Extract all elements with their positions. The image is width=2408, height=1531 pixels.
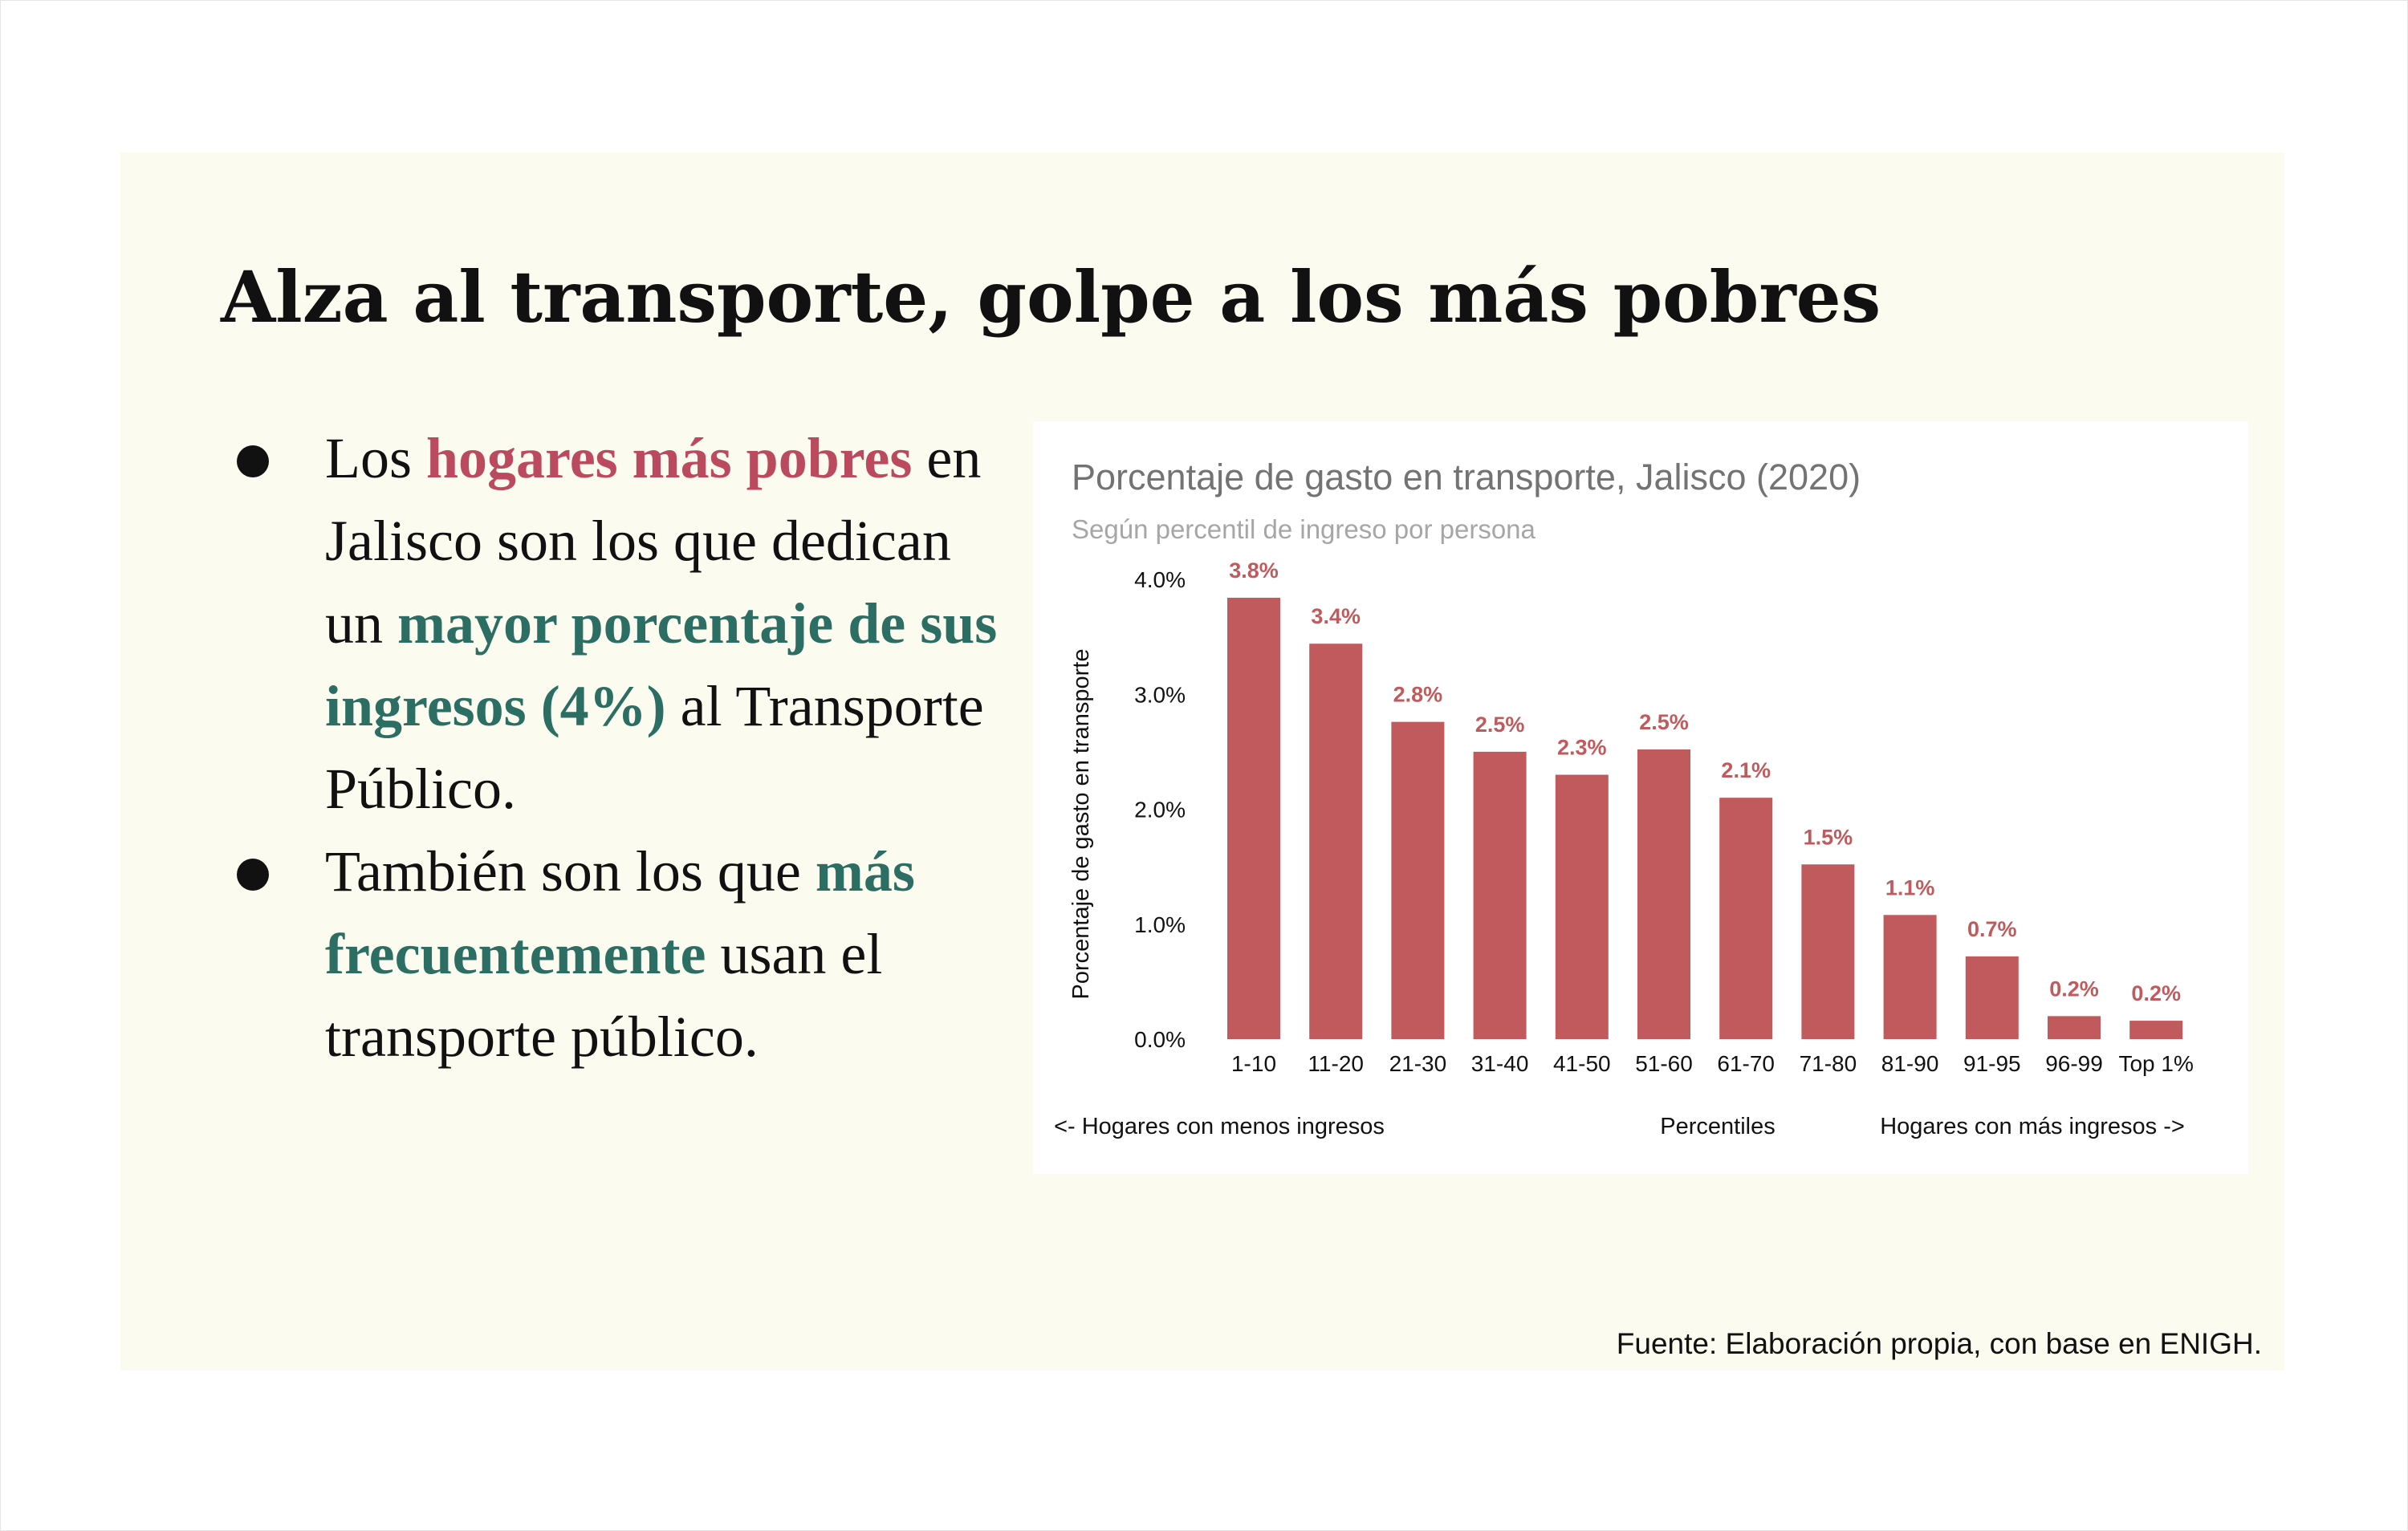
y-tick-label: 4.0% [1134, 567, 1186, 592]
value-label: 0.2% [2049, 977, 2099, 1001]
bullet-highlight-frequency: más frecuentemente [325, 839, 915, 986]
bullet-text-segment: También son los que [325, 839, 816, 904]
bullet-text-segment: al Transporte Público. [325, 674, 984, 821]
value-label: 0.7% [1967, 917, 2017, 941]
slide-title: Alza al transporte, golpe a los más pobr… [221, 255, 1881, 339]
y-tick-label: 1.0% [1134, 912, 1186, 937]
bar [2048, 1016, 2101, 1039]
x-tick-label: 96-99 [2045, 1051, 2103, 1076]
y-tick-label: 0.0% [1134, 1027, 1186, 1052]
bullet-highlight-percentage: mayor porcentaje de sus ingresos (4%) [325, 591, 998, 738]
bullet-item: Los hogares más pobres en Jalisco son lo… [237, 417, 1007, 830]
bar [1227, 597, 1280, 1039]
value-label: 2.5% [1639, 710, 1689, 734]
y-tick-label: 3.0% [1134, 682, 1186, 707]
y-tick-label: 2.0% [1134, 798, 1186, 822]
x-tick-label: Top 1% [2118, 1051, 2193, 1076]
bar [1637, 749, 1690, 1039]
bar [1391, 721, 1445, 1039]
y-axis-label: Porcentaje de gasto en transporte [1068, 649, 1094, 1000]
bullet-text-segment: Los [325, 426, 426, 490]
bar [1309, 644, 1363, 1039]
bar [1473, 751, 1527, 1039]
x-axis-label: Percentiles [1660, 1114, 1775, 1139]
bar [1965, 956, 2019, 1039]
x-tick-label: 41-50 [1553, 1051, 1611, 1076]
value-label: 3.4% [1311, 604, 1361, 628]
bar [2129, 1021, 2183, 1039]
x-tick-label: 1-10 [1231, 1051, 1276, 1076]
x-tick-label: 91-95 [1963, 1051, 2021, 1076]
source-note: Fuente: Elaboración propia, con base en … [1616, 1327, 2262, 1360]
bullet-highlight-poorest: hogares más pobres [426, 426, 913, 490]
x-annotation-right: Hogares con más ingresos -> [1880, 1114, 2185, 1139]
x-annotation-left: <- Hogares con menos ingresos [1054, 1114, 1385, 1139]
value-label: 2.1% [1721, 758, 1771, 782]
bullet-text-segment: usan el transporte público. [325, 922, 883, 1069]
x-tick-label: 51-60 [1635, 1051, 1693, 1076]
bullet-dot-icon [237, 859, 269, 891]
y-axis-ticks: 0.0% 1.0% 2.0% 3.0% 4.0% [1134, 567, 1186, 1052]
value-label: 2.5% [1475, 713, 1525, 737]
x-axis-ticks: 1-10 11-20 21-30 31-40 41-50 51-60 61-70 71-80 8… [1231, 1051, 2194, 1076]
bar-series [1227, 597, 2183, 1039]
bar [1555, 774, 1609, 1039]
x-tick-label: 31-40 [1471, 1051, 1529, 1076]
value-label: 3.8% [1229, 558, 1279, 583]
bullet-text-segment: en Jalisco son los que dedican un [325, 426, 982, 656]
bar [1801, 864, 1855, 1039]
value-label: 2.8% [1393, 683, 1443, 707]
x-tick-label: 61-70 [1717, 1051, 1775, 1076]
value-label: 0.2% [2131, 981, 2181, 1005]
chart-subtitle: Según percentil de ingreso por persona [1072, 514, 1536, 544]
bullet-list: Los hogares más pobres en Jalisco son lo… [237, 417, 1007, 1078]
bullet-dot-icon [237, 445, 269, 477]
value-label: 1.5% [1804, 825, 1853, 849]
x-tick-label: 81-90 [1881, 1051, 1939, 1076]
bar-chart: Porcentaje de gasto en transporte, Jalis… [1054, 457, 2194, 1139]
bullet-item: También son los que más frecuentemente u… [237, 830, 1007, 1078]
bar [1719, 798, 1773, 1039]
value-labels: 3.8% 3.4% 2.8% 2.5% 2.3% 2.5% 2.1% 1.5% 1.1% 0.7%… [1229, 558, 2181, 1005]
x-tick-label: 11-20 [1308, 1051, 1364, 1076]
chart-title: Porcentaje de gasto en transporte, Jalis… [1072, 457, 1861, 497]
bar [1883, 915, 1937, 1039]
x-tick-label: 71-80 [1800, 1051, 1857, 1076]
x-tick-label: 21-30 [1389, 1051, 1447, 1076]
value-label: 2.3% [1557, 736, 1607, 760]
value-label: 1.1% [1885, 875, 1935, 900]
chart-card: Porcentaje de gasto en transporte, Jalis… [1033, 421, 2248, 1174]
